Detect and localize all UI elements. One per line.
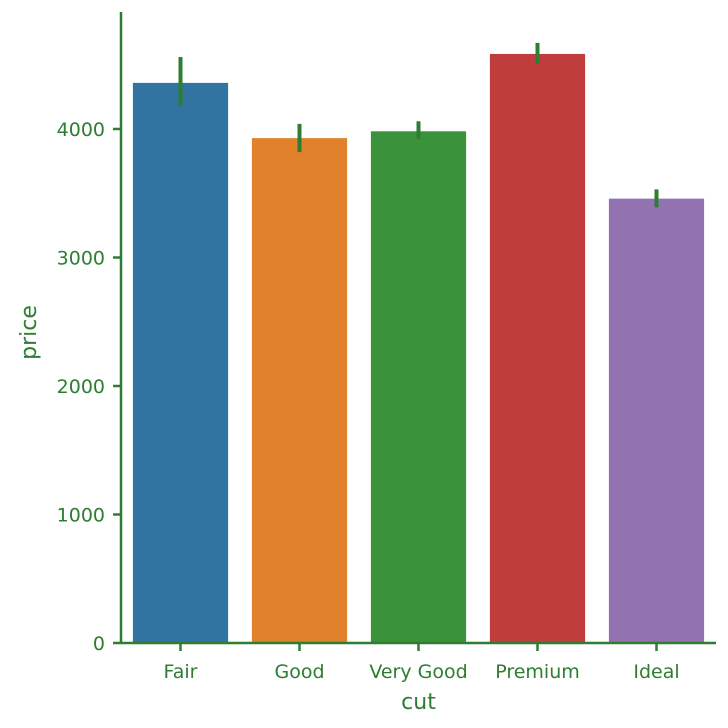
x-tick-label: Fair xyxy=(164,661,198,683)
bar-premium xyxy=(489,53,586,644)
y-tick-label: 3000 xyxy=(57,248,105,270)
y-tick-label: 4000 xyxy=(57,119,105,141)
bar-fair xyxy=(132,82,229,643)
y-tick-label: 2000 xyxy=(57,376,105,398)
y-tick-label: 0 xyxy=(93,633,105,655)
x-axis-label: cut xyxy=(401,690,436,715)
y-axis-label: price xyxy=(17,305,42,360)
x-tick-label: Ideal xyxy=(633,661,679,683)
x-axis-ticks: Fair Good Very Good Premium Ideal xyxy=(164,643,680,683)
x-tick-label: Good xyxy=(274,661,324,683)
y-axis-ticks: 0 1000 2000 3000 4000 xyxy=(57,119,121,655)
y-tick-label: 1000 xyxy=(57,505,105,527)
x-tick-label: Very Good xyxy=(369,661,467,683)
bars-group xyxy=(132,53,705,644)
x-tick-label: Premium xyxy=(495,661,580,683)
bar-very-good xyxy=(370,131,467,644)
error-bars-group xyxy=(178,42,659,208)
bar-good xyxy=(251,138,348,643)
bar-ideal xyxy=(608,198,705,643)
